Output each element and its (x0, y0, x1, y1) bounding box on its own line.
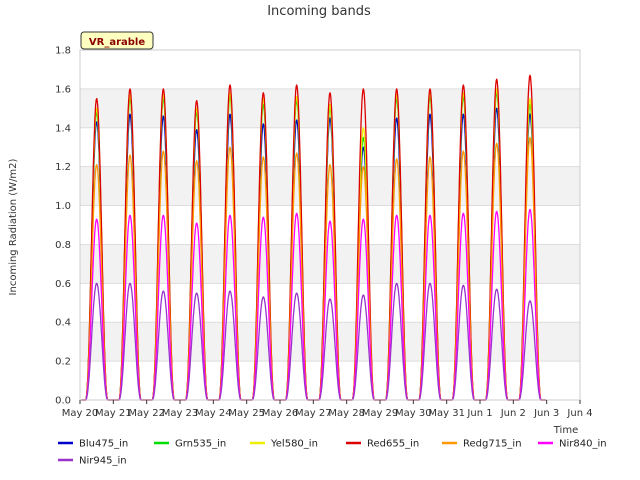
x-tick-label: May 23 (162, 408, 199, 419)
x-tick-label: May 28 (328, 408, 365, 419)
grid-band (80, 244, 580, 284)
x-tick-label: Jun 1 (466, 408, 492, 419)
y-tick-label: 1.0 (55, 201, 71, 212)
legend-label: Redg715_in (463, 439, 522, 450)
badge-box (80, 31, 154, 50)
plot-frame (79, 49, 581, 401)
y-tick-label: 1.4 (55, 123, 71, 134)
legend-label: Nir945_in (79, 456, 127, 467)
y-tick-label: 1.2 (55, 162, 71, 173)
legend-label: Yel580_in (270, 439, 318, 450)
grid-band (80, 166, 580, 206)
chart-title: Incoming bands (267, 4, 371, 19)
x-tick-label: May 21 (95, 408, 132, 419)
x-tick-label: May 26 (262, 408, 299, 419)
y-axis-label: Incoming Radiation (W/m2) (8, 158, 19, 295)
y-tick-label: 0.0 (55, 396, 71, 407)
x-tick-label: May 30 (395, 408, 432, 419)
y-tick-label: 0.8 (55, 240, 71, 251)
x-tick-label: May 24 (195, 408, 232, 419)
grid-band (80, 322, 580, 362)
x-tick-label: Jun 3 (533, 408, 559, 419)
y-tick-label: 1.6 (55, 84, 71, 95)
legend-label: Blu475_in (79, 439, 128, 450)
y-tick-label: 0.2 (55, 357, 71, 368)
x-tick-label: Jun 4 (566, 408, 592, 419)
legend-label: Nir840_in (559, 439, 607, 450)
legend: Blu475_in Grn535_in Yel580_in Red655_in Redg… (58, 439, 607, 467)
x-tick-label: May 29 (362, 408, 399, 419)
y-axis-ticks: 0.0 0.2 0.4 0.6 0.8 1.0 1.2 1.4 1.6 1.8 (55, 46, 71, 407)
y-tick-label: 0.4 (55, 318, 71, 329)
x-tick-label: May 25 (228, 408, 265, 419)
x-tick-label: Jun 2 (500, 408, 526, 419)
x-tick-label: May 20 (62, 408, 99, 419)
badge-label: VR_arable (89, 37, 145, 48)
legend-label: Grn535_in (175, 439, 226, 450)
x-tick-label: May 31 (428, 408, 465, 419)
x-axis-label: Time (553, 425, 578, 436)
y-tick-label: 0.6 (55, 279, 71, 290)
badge: VR_arable (80, 31, 154, 50)
x-tick-label: May 22 (128, 408, 165, 419)
y-tick-label: 1.8 (55, 46, 71, 57)
legend-label: Red655_in (367, 439, 419, 450)
x-tick-label: May 27 (295, 408, 332, 419)
